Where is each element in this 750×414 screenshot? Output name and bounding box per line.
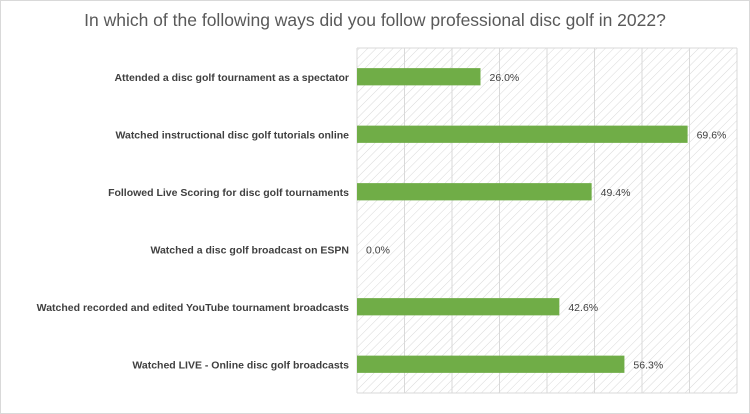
value-label: 26.0% (490, 72, 520, 84)
bar (357, 125, 688, 143)
value-label: 42.6% (568, 302, 598, 314)
bar (357, 355, 625, 373)
category-label: Watched LIVE - Online disc golf broadcas… (132, 359, 349, 371)
category-label: Watched recorded and edited YouTube tour… (37, 302, 349, 314)
value-label: 56.3% (633, 359, 663, 371)
chart-title: In which of the following ways did you f… (84, 10, 666, 30)
value-label: 69.6% (697, 129, 727, 141)
bar (357, 68, 481, 86)
bar (357, 298, 560, 316)
category-label: Watched instructional disc golf tutorial… (115, 129, 349, 141)
bar (357, 183, 592, 201)
category-label: Watched a disc golf broadcast on ESPN (150, 244, 349, 256)
category-label: Followed Live Scoring for disc golf tour… (108, 187, 349, 199)
value-label: 0.0% (366, 244, 390, 256)
category-label: Attended a disc golf tournament as a spe… (114, 72, 349, 84)
value-label: 49.4% (601, 187, 631, 199)
